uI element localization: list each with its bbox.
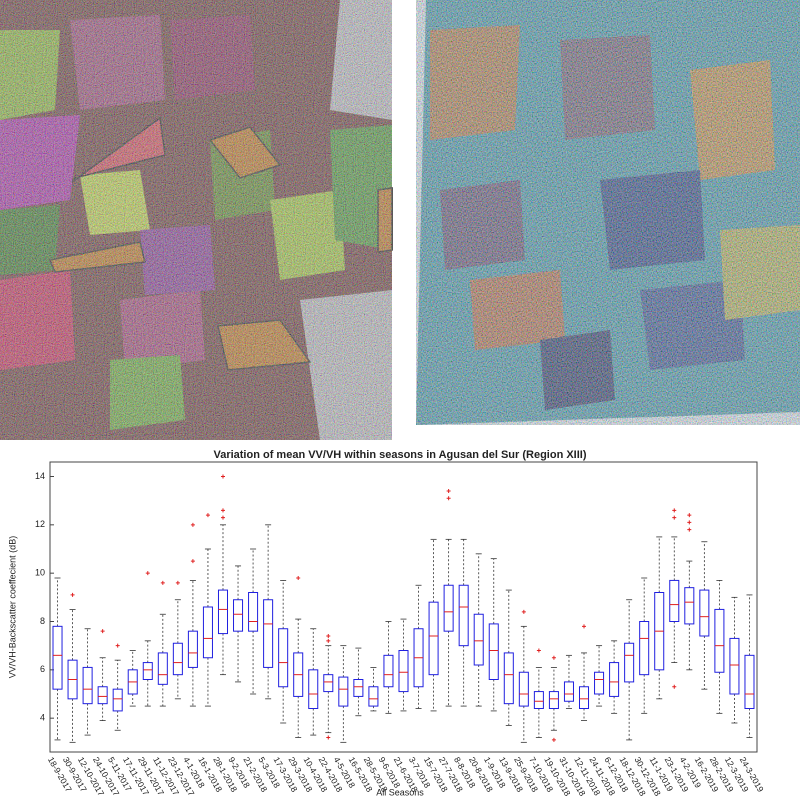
satellite-image-left bbox=[0, 0, 393, 440]
outlier bbox=[446, 489, 451, 493]
box bbox=[383, 654, 394, 688]
box bbox=[639, 621, 650, 676]
box bbox=[338, 676, 349, 707]
outlier bbox=[672, 508, 677, 513]
outlier bbox=[326, 638, 331, 643]
outlier bbox=[672, 515, 677, 520]
box bbox=[428, 601, 439, 676]
outlier bbox=[672, 684, 677, 689]
box bbox=[699, 589, 710, 637]
box bbox=[323, 674, 334, 693]
outlier bbox=[446, 496, 451, 501]
box bbox=[112, 688, 123, 712]
outlier bbox=[145, 571, 150, 576]
outlier bbox=[70, 592, 75, 597]
outlier bbox=[190, 522, 195, 527]
y-tick-label: 6 bbox=[40, 664, 45, 674]
outlier bbox=[220, 474, 225, 479]
box bbox=[398, 650, 409, 693]
y-axis-label: VV/VH-Backscatter coeffecient (dB) bbox=[7, 536, 17, 678]
box bbox=[248, 592, 259, 632]
outlier bbox=[296, 576, 301, 580]
outlier bbox=[551, 655, 556, 660]
outlier bbox=[160, 580, 165, 585]
outlier bbox=[205, 513, 210, 518]
outlier bbox=[190, 559, 195, 564]
outlier bbox=[687, 520, 692, 525]
outlier bbox=[326, 634, 331, 638]
chart-title: Variation of mean VV/VH within seasons i… bbox=[213, 449, 586, 461]
box bbox=[578, 686, 590, 709]
box bbox=[368, 686, 379, 707]
outlier bbox=[326, 735, 331, 740]
outlier bbox=[582, 624, 587, 629]
box bbox=[518, 671, 529, 707]
box bbox=[172, 642, 183, 676]
box bbox=[97, 686, 108, 705]
box bbox=[157, 652, 168, 685]
box bbox=[729, 637, 740, 695]
box bbox=[82, 666, 93, 705]
box bbox=[714, 608, 725, 673]
y-tick-label: 10 bbox=[35, 568, 45, 578]
y-tick-label: 12 bbox=[35, 519, 45, 529]
outlier bbox=[536, 648, 541, 653]
plot-frame bbox=[49, 461, 758, 753]
box bbox=[548, 691, 559, 709]
outlier bbox=[220, 508, 225, 513]
box bbox=[142, 662, 153, 680]
satellite-image-right bbox=[416, 0, 800, 425]
box bbox=[458, 584, 469, 647]
x-axis-label: All Seasons bbox=[376, 787, 424, 797]
box bbox=[52, 625, 63, 690]
y-tick-label: 8 bbox=[40, 616, 45, 626]
outlier bbox=[687, 527, 692, 532]
box bbox=[609, 662, 620, 697]
box bbox=[533, 691, 544, 709]
box bbox=[353, 679, 364, 697]
outlier bbox=[115, 643, 120, 648]
box bbox=[503, 652, 514, 705]
box bbox=[263, 599, 274, 668]
box bbox=[443, 584, 454, 632]
outlier bbox=[551, 737, 556, 742]
box bbox=[624, 642, 635, 683]
box bbox=[202, 606, 213, 659]
box bbox=[187, 630, 198, 668]
box bbox=[278, 628, 289, 688]
outlier bbox=[521, 609, 526, 614]
box bbox=[233, 599, 244, 632]
box bbox=[473, 613, 484, 666]
outlier bbox=[687, 513, 692, 518]
box bbox=[488, 623, 499, 681]
outlier bbox=[100, 629, 105, 634]
box bbox=[217, 589, 229, 635]
y-tick-label: 14 bbox=[35, 471, 45, 481]
box bbox=[594, 671, 605, 695]
box bbox=[563, 681, 574, 702]
outlier bbox=[220, 515, 225, 520]
box bbox=[684, 587, 695, 625]
box bbox=[669, 579, 680, 623]
outlier bbox=[175, 580, 180, 585]
box bbox=[308, 669, 319, 709]
box bbox=[744, 654, 755, 709]
y-tick-label: 4 bbox=[40, 713, 45, 723]
